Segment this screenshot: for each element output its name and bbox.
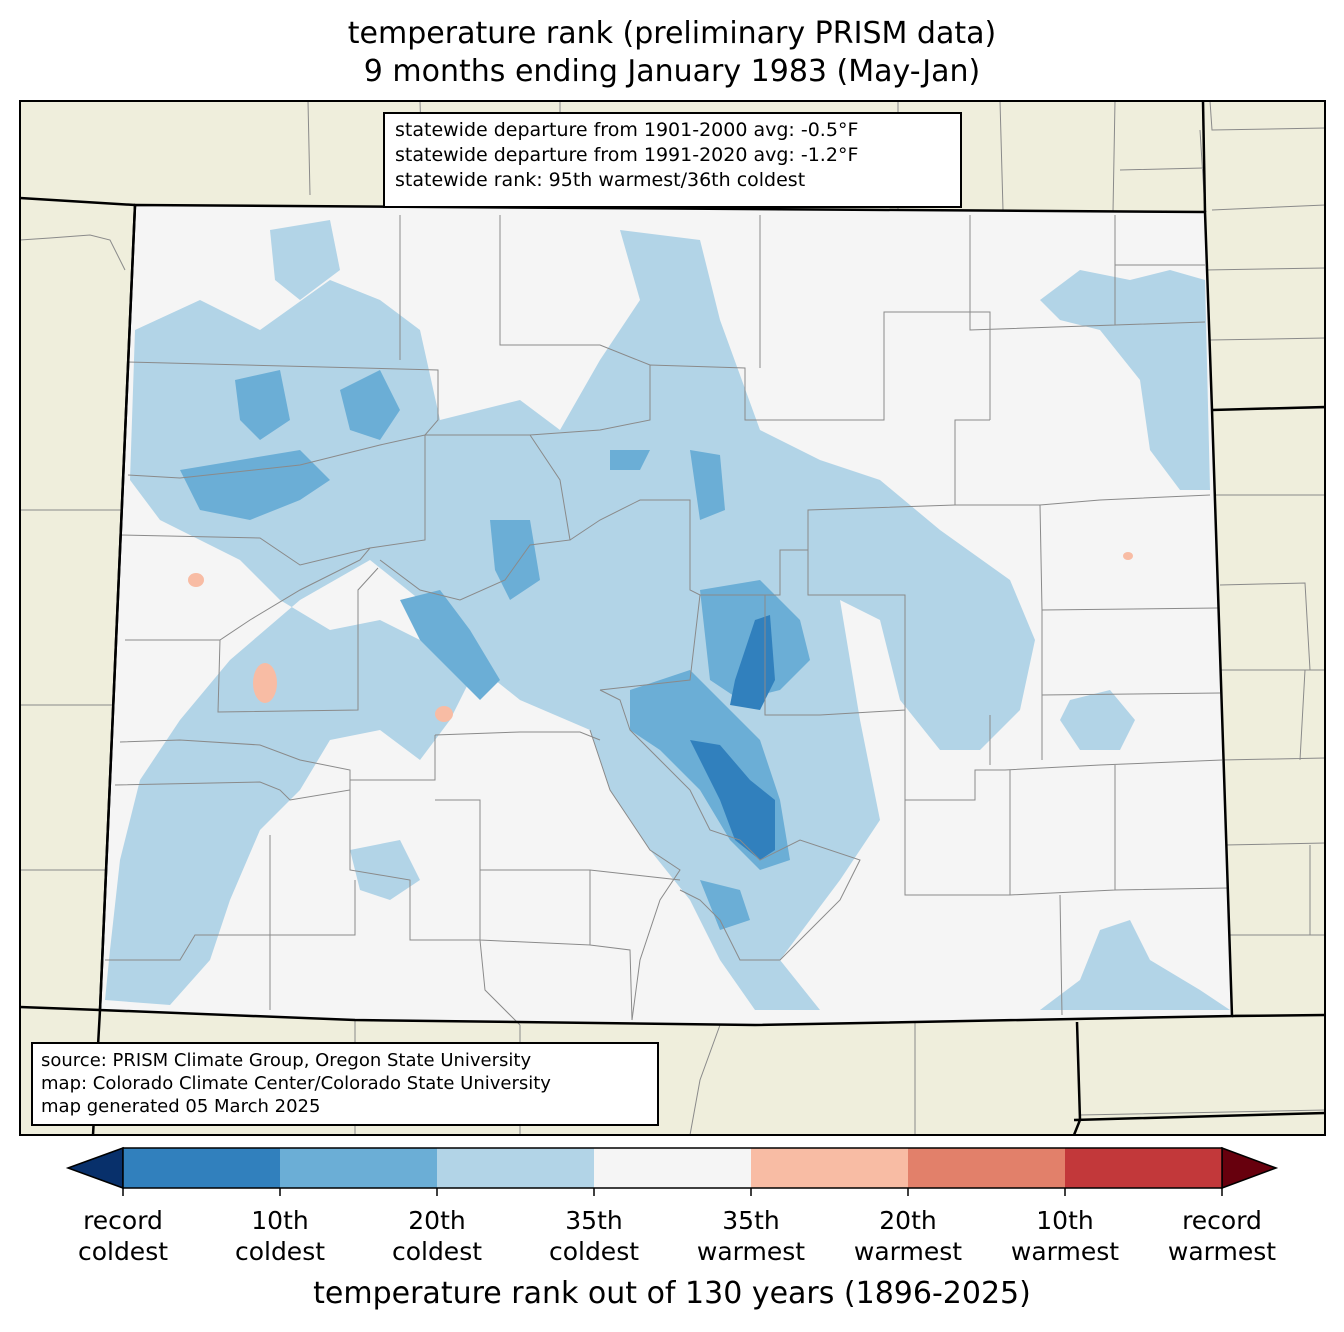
map-credit-line: map: Colorado Climate Center/Colorado St… bbox=[41, 1073, 551, 1094]
colorbar-tick-label: 35th warmest bbox=[661, 1205, 841, 1267]
colorbar-tick-label: 10th warmest bbox=[975, 1205, 1155, 1267]
tick-label-line1: 35th bbox=[722, 1206, 780, 1235]
tick-label-line2: coldest bbox=[234, 1237, 326, 1266]
colorbar-tick-label: 20th coldest bbox=[347, 1205, 527, 1267]
source-box: source: PRISM Climate Group, Oregon Stat… bbox=[31, 1042, 659, 1126]
stats-departure-1991-2020: statewide departure from 1991-2020 avg: … bbox=[395, 144, 859, 166]
colorbar-bin-2 bbox=[437, 1148, 595, 1188]
stats-statewide-rank: statewide rank: 95th warmest/36th coldes… bbox=[395, 169, 806, 191]
colorbar-tick-label: 10th coldest bbox=[190, 1205, 370, 1267]
county-lines bbox=[105, 215, 1229, 1026]
colorbar-outline bbox=[122, 1147, 1223, 1189]
colorbar bbox=[65, 1146, 1279, 1196]
colorbar-tick-label: 35th coldest bbox=[504, 1205, 684, 1267]
colorbar-extend-high bbox=[1221, 1146, 1279, 1190]
tick-label-line1: record bbox=[83, 1206, 163, 1235]
tick-label-line2: warmest bbox=[853, 1237, 963, 1266]
tick-label-line2: coldest bbox=[548, 1237, 640, 1266]
colorbar-tick-label: record warmest bbox=[1132, 1205, 1312, 1267]
colorbar-tick-label: 20th warmest bbox=[818, 1205, 998, 1267]
map-title-line1: temperature rank (preliminary PRISM data… bbox=[347, 16, 997, 51]
rank-35th-coldest-areas bbox=[105, 220, 1230, 1010]
colorbar-bin-5 bbox=[908, 1148, 1066, 1188]
tick-label-line1: 10th bbox=[1036, 1206, 1094, 1235]
map-title-line2: 9 months ending January 1983 (May-Jan) bbox=[363, 54, 981, 89]
tick-label-line1: 20th bbox=[408, 1206, 466, 1235]
colorbar-bin-4 bbox=[751, 1148, 909, 1188]
colorbar-bin-1 bbox=[280, 1148, 438, 1188]
tick-label-line1: record bbox=[1182, 1206, 1262, 1235]
colorado-border bbox=[98, 203, 1234, 1027]
stats-departure-1901-2000: statewide departure from 1901-2000 avg: … bbox=[395, 119, 859, 141]
colorbar-label: temperature rank out of 130 years (1896-… bbox=[313, 1276, 1031, 1311]
colorbar-tick-label: record coldest bbox=[33, 1205, 213, 1267]
source-line: source: PRISM Climate Group, Oregon Stat… bbox=[41, 1050, 532, 1071]
colorbar-bin-3 bbox=[594, 1148, 752, 1188]
tick-label-line2: coldest bbox=[77, 1237, 169, 1266]
colorbar-bin-6 bbox=[1065, 1148, 1223, 1188]
map-frame bbox=[19, 100, 1326, 1136]
colorbar-extend-low bbox=[65, 1146, 124, 1190]
tick-label-line2: warmest bbox=[1167, 1237, 1277, 1266]
tick-label-line1: 20th bbox=[879, 1206, 937, 1235]
tick-label-line2: coldest bbox=[391, 1237, 483, 1266]
tick-label-line1: 10th bbox=[251, 1206, 309, 1235]
tick-label-line2: warmest bbox=[1010, 1237, 1120, 1266]
statewide-stats-box: statewide departure from 1901-2000 avg: … bbox=[383, 112, 962, 208]
tick-label-line1: 35th bbox=[565, 1206, 623, 1235]
map-generated-line: map generated 05 March 2025 bbox=[41, 1096, 321, 1117]
rank-10th-coldest-areas bbox=[690, 615, 775, 860]
tick-label-line2: warmest bbox=[696, 1237, 806, 1266]
colorbar-bin-0 bbox=[123, 1148, 281, 1188]
rank-35th-warmest-areas bbox=[188, 552, 1133, 722]
